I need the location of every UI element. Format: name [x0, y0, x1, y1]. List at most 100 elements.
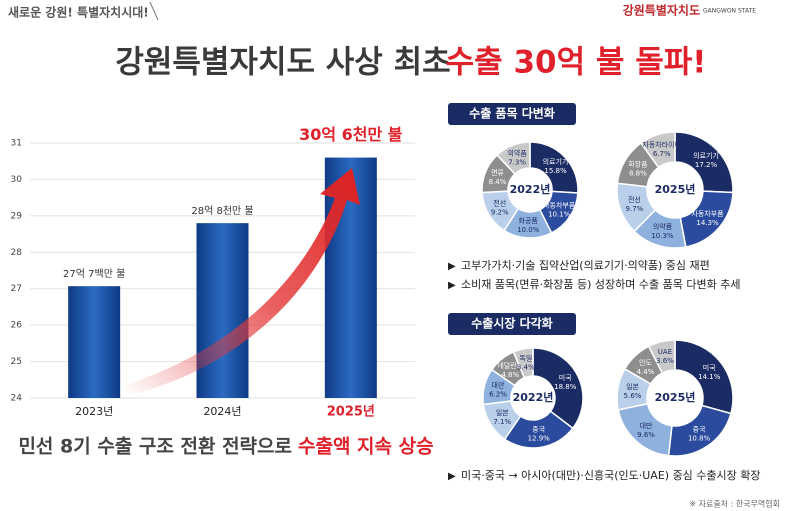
- value-label: 28억 8천만 불: [191, 205, 253, 217]
- segment-label: 자동차타이어 6.7%: [642, 140, 681, 158]
- segment-label: 일본 5.6%: [624, 382, 642, 400]
- segment-value: 12.9%: [528, 435, 551, 443]
- segment-name: 중국: [532, 426, 545, 434]
- segment-name: 의료기기: [693, 151, 719, 160]
- segment-label: 의약품 10.3%: [651, 222, 674, 240]
- y-tick-label: 26: [11, 321, 23, 331]
- segment-value: 10.1%: [548, 210, 571, 218]
- segment-name: 의약품: [507, 148, 527, 157]
- segment-value: 14.3%: [696, 219, 719, 227]
- segment-label: 화공품 10.0%: [517, 217, 540, 234]
- growth-arrow: [125, 168, 360, 395]
- bullet-marker: ▶: [448, 261, 456, 272]
- segment-value: 9.6%: [637, 431, 655, 439]
- segment-label: 네덜란드 4.8%: [497, 361, 523, 379]
- donut-segment: [674, 339, 734, 415]
- title-highlight: 수출 30억 불 돌파!: [446, 45, 707, 81]
- segment-name: UAE: [658, 348, 672, 356]
- segment-label: 전선 9.7%: [626, 195, 644, 213]
- segment-value: 8.4%: [489, 178, 507, 186]
- segment-name: 자동차부품: [691, 209, 724, 218]
- segment-label: 미국 14.1%: [698, 363, 721, 381]
- y-tick-label: 24: [11, 394, 23, 404]
- segment-label: 인도 4.4%: [637, 358, 655, 376]
- segment-name: 의료기기: [543, 157, 569, 166]
- section-heading: 수출 품목 다변화: [469, 106, 555, 121]
- x-tick-label: 2023년: [75, 405, 113, 418]
- section-heading-box: [448, 313, 576, 335]
- donut-segment: [512, 347, 534, 379]
- value-label-highlight: 30억 6천만 불: [299, 125, 403, 144]
- title-main: 강원특별자치도 사상 최초: [115, 45, 450, 81]
- bullet-text: 미국·중국 → 아시아(대만)·신흥국(인도·UAE) 중심 수출시장 확장: [461, 468, 761, 482]
- segment-value: 10.3%: [651, 232, 674, 240]
- segment-name: 중국: [693, 426, 706, 434]
- donut-title: 2022년: [513, 390, 554, 404]
- y-tick-label: 27: [11, 284, 22, 294]
- segment-name: 대만: [640, 421, 653, 430]
- segment-value: 4.4%: [637, 368, 655, 376]
- y-tick-label: 31: [11, 139, 22, 149]
- segment-value: 8.8%: [629, 169, 647, 177]
- segment-label: 화장품 8.8%: [628, 159, 648, 177]
- segment-name: 네덜란드: [497, 361, 523, 370]
- segment-label: 중국 12.9%: [528, 426, 551, 443]
- section-heading: 수출시장 다각화: [471, 316, 552, 331]
- y-tick-label: 30: [11, 175, 23, 185]
- logo: 강원특별자치도: [623, 3, 700, 18]
- segment-value: 6.2%: [489, 391, 507, 399]
- segment-name: 일본: [626, 382, 639, 391]
- segment-label: 면류 8.4%: [489, 168, 507, 186]
- segment-label: 일본 7.1%: [493, 408, 511, 426]
- segment-value: 9.2%: [491, 209, 509, 217]
- caption-highlight: 수출액 지속 상승: [298, 436, 434, 458]
- y-tick-label: 25: [11, 357, 22, 367]
- bullet-text: 소비재 품목(면류·화장품 등) 성장하며 수출 품목 다변화 추세: [461, 277, 740, 291]
- value-label: 27억 7백만 불: [63, 268, 125, 280]
- segment-label: UAE 3.6%: [656, 348, 674, 365]
- donut-title: 2022년: [510, 182, 551, 196]
- segment-value: 5.6%: [624, 392, 642, 400]
- section-heading-box: [448, 103, 576, 125]
- bullet-text: 고부가가치·기술 집약산업(의료기기·의약품) 중심 재편: [461, 258, 710, 272]
- segment-label: 의료기기 15.8%: [543, 157, 569, 175]
- donut-segment: [639, 131, 676, 169]
- segment-value: 14.1%: [698, 373, 721, 381]
- segment-name: 화장품: [628, 159, 648, 168]
- segment-value: 4.8%: [501, 371, 519, 379]
- segment-value: 3.6%: [656, 357, 674, 365]
- segment-value: 10.8%: [688, 435, 711, 443]
- x-tick-label: 2025년: [327, 405, 375, 420]
- segment-name: 화공품: [519, 217, 539, 225]
- bullet-marker: ▶: [448, 280, 456, 291]
- segment-name: 미국: [703, 363, 716, 372]
- segment-name: 자동차부품: [543, 200, 576, 209]
- segment-name: 의약품: [653, 222, 673, 231]
- header-tag: 새로운 강원! 특별자치시대!: [8, 5, 149, 20]
- segment-value: 7.3%: [508, 158, 526, 166]
- segment-label: 독일 3.4%: [517, 354, 535, 372]
- segment-label: 자동차부품 10.1%: [543, 200, 576, 218]
- segment-label: 전선 9.2%: [491, 199, 509, 217]
- segment-label: 중국 10.8%: [688, 426, 711, 443]
- segment-name: 자동차타이어: [642, 140, 681, 149]
- segment-value: 9.7%: [626, 205, 644, 213]
- donut-title: 2025년: [655, 182, 696, 196]
- segment-value: 10.0%: [517, 226, 540, 234]
- segment-name: 일본: [496, 408, 509, 417]
- bar: [68, 286, 121, 398]
- x-tick-label: 2024년: [203, 405, 241, 418]
- segment-value: 3.4%: [517, 364, 535, 372]
- segment-value: 18.8%: [554, 383, 577, 391]
- caption-main: 민선 8기 수출 구조 전환 전략으로: [18, 436, 292, 458]
- segment-name: 면류: [491, 168, 504, 177]
- segment-value: 6.7%: [653, 150, 671, 158]
- y-tick-label: 29: [11, 211, 23, 221]
- segment-name: 대만: [492, 381, 505, 390]
- donut-segment: [532, 347, 584, 430]
- bullet-marker: ▶: [448, 471, 456, 482]
- segment-label: 의약품 7.3%: [507, 148, 527, 166]
- y-tick-label: 28: [11, 248, 23, 258]
- donut-segment: [496, 141, 531, 176]
